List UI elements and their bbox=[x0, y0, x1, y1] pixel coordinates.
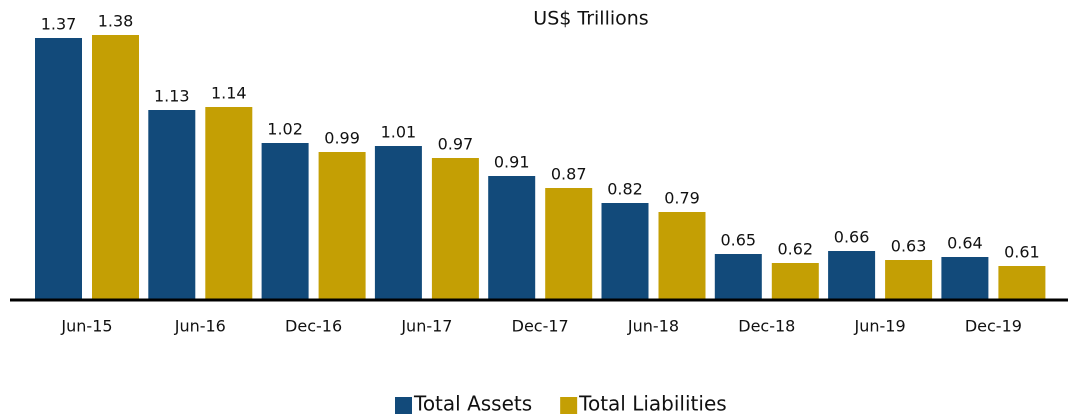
bar bbox=[35, 38, 82, 299]
x-tick-label: Jun-17 bbox=[400, 317, 452, 336]
value-label: 0.87 bbox=[551, 165, 587, 184]
bar bbox=[261, 143, 309, 299]
bar bbox=[885, 260, 933, 299]
chart-title: US$ Trillions bbox=[533, 8, 648, 30]
bar bbox=[488, 176, 536, 299]
bar bbox=[545, 188, 593, 299]
value-label: 1.02 bbox=[267, 120, 303, 139]
value-label: 0.61 bbox=[1004, 243, 1040, 262]
bar bbox=[771, 263, 819, 299]
bar bbox=[601, 203, 649, 299]
legend-label: Total Liabilities bbox=[578, 392, 727, 416]
x-tick-label: Dec-19 bbox=[965, 317, 1022, 336]
value-label: 1.38 bbox=[98, 12, 134, 31]
bar bbox=[318, 152, 366, 299]
legend-label: Total Assets bbox=[413, 392, 532, 416]
value-label: 1.14 bbox=[211, 84, 247, 103]
bar bbox=[941, 257, 989, 299]
value-label: 0.82 bbox=[607, 180, 643, 199]
value-label: 0.99 bbox=[324, 129, 360, 148]
value-label: 0.79 bbox=[664, 189, 700, 208]
value-label: 0.62 bbox=[777, 240, 813, 259]
bar bbox=[431, 158, 479, 299]
x-tick-label: Dec-17 bbox=[512, 317, 569, 336]
value-label: 0.66 bbox=[834, 228, 870, 247]
x-tick-label: Jun-15 bbox=[60, 317, 112, 336]
bar bbox=[205, 107, 253, 299]
legend-swatch bbox=[560, 397, 578, 414]
x-tick-label: Jun-16 bbox=[174, 317, 226, 336]
value-label: 0.65 bbox=[720, 231, 756, 250]
value-label: 1.01 bbox=[381, 123, 417, 142]
x-tick-label: Jun-19 bbox=[854, 317, 906, 336]
bar bbox=[658, 212, 706, 299]
legend-swatch bbox=[395, 397, 412, 414]
x-tick-label: Dec-16 bbox=[285, 317, 342, 336]
value-label: 1.13 bbox=[154, 87, 190, 106]
value-label: 0.63 bbox=[891, 237, 927, 256]
x-tick-label: Jun-18 bbox=[627, 317, 679, 336]
bar bbox=[148, 110, 196, 299]
value-label: 0.91 bbox=[494, 153, 530, 172]
value-label: 1.37 bbox=[41, 15, 77, 34]
bar bbox=[828, 251, 876, 299]
bar bbox=[92, 35, 139, 299]
bar bbox=[998, 266, 1046, 299]
bar bbox=[374, 146, 422, 299]
x-tick-label: Dec-18 bbox=[738, 317, 795, 336]
value-label: 0.64 bbox=[947, 234, 983, 253]
value-label: 0.97 bbox=[438, 135, 474, 154]
bar bbox=[714, 254, 762, 299]
